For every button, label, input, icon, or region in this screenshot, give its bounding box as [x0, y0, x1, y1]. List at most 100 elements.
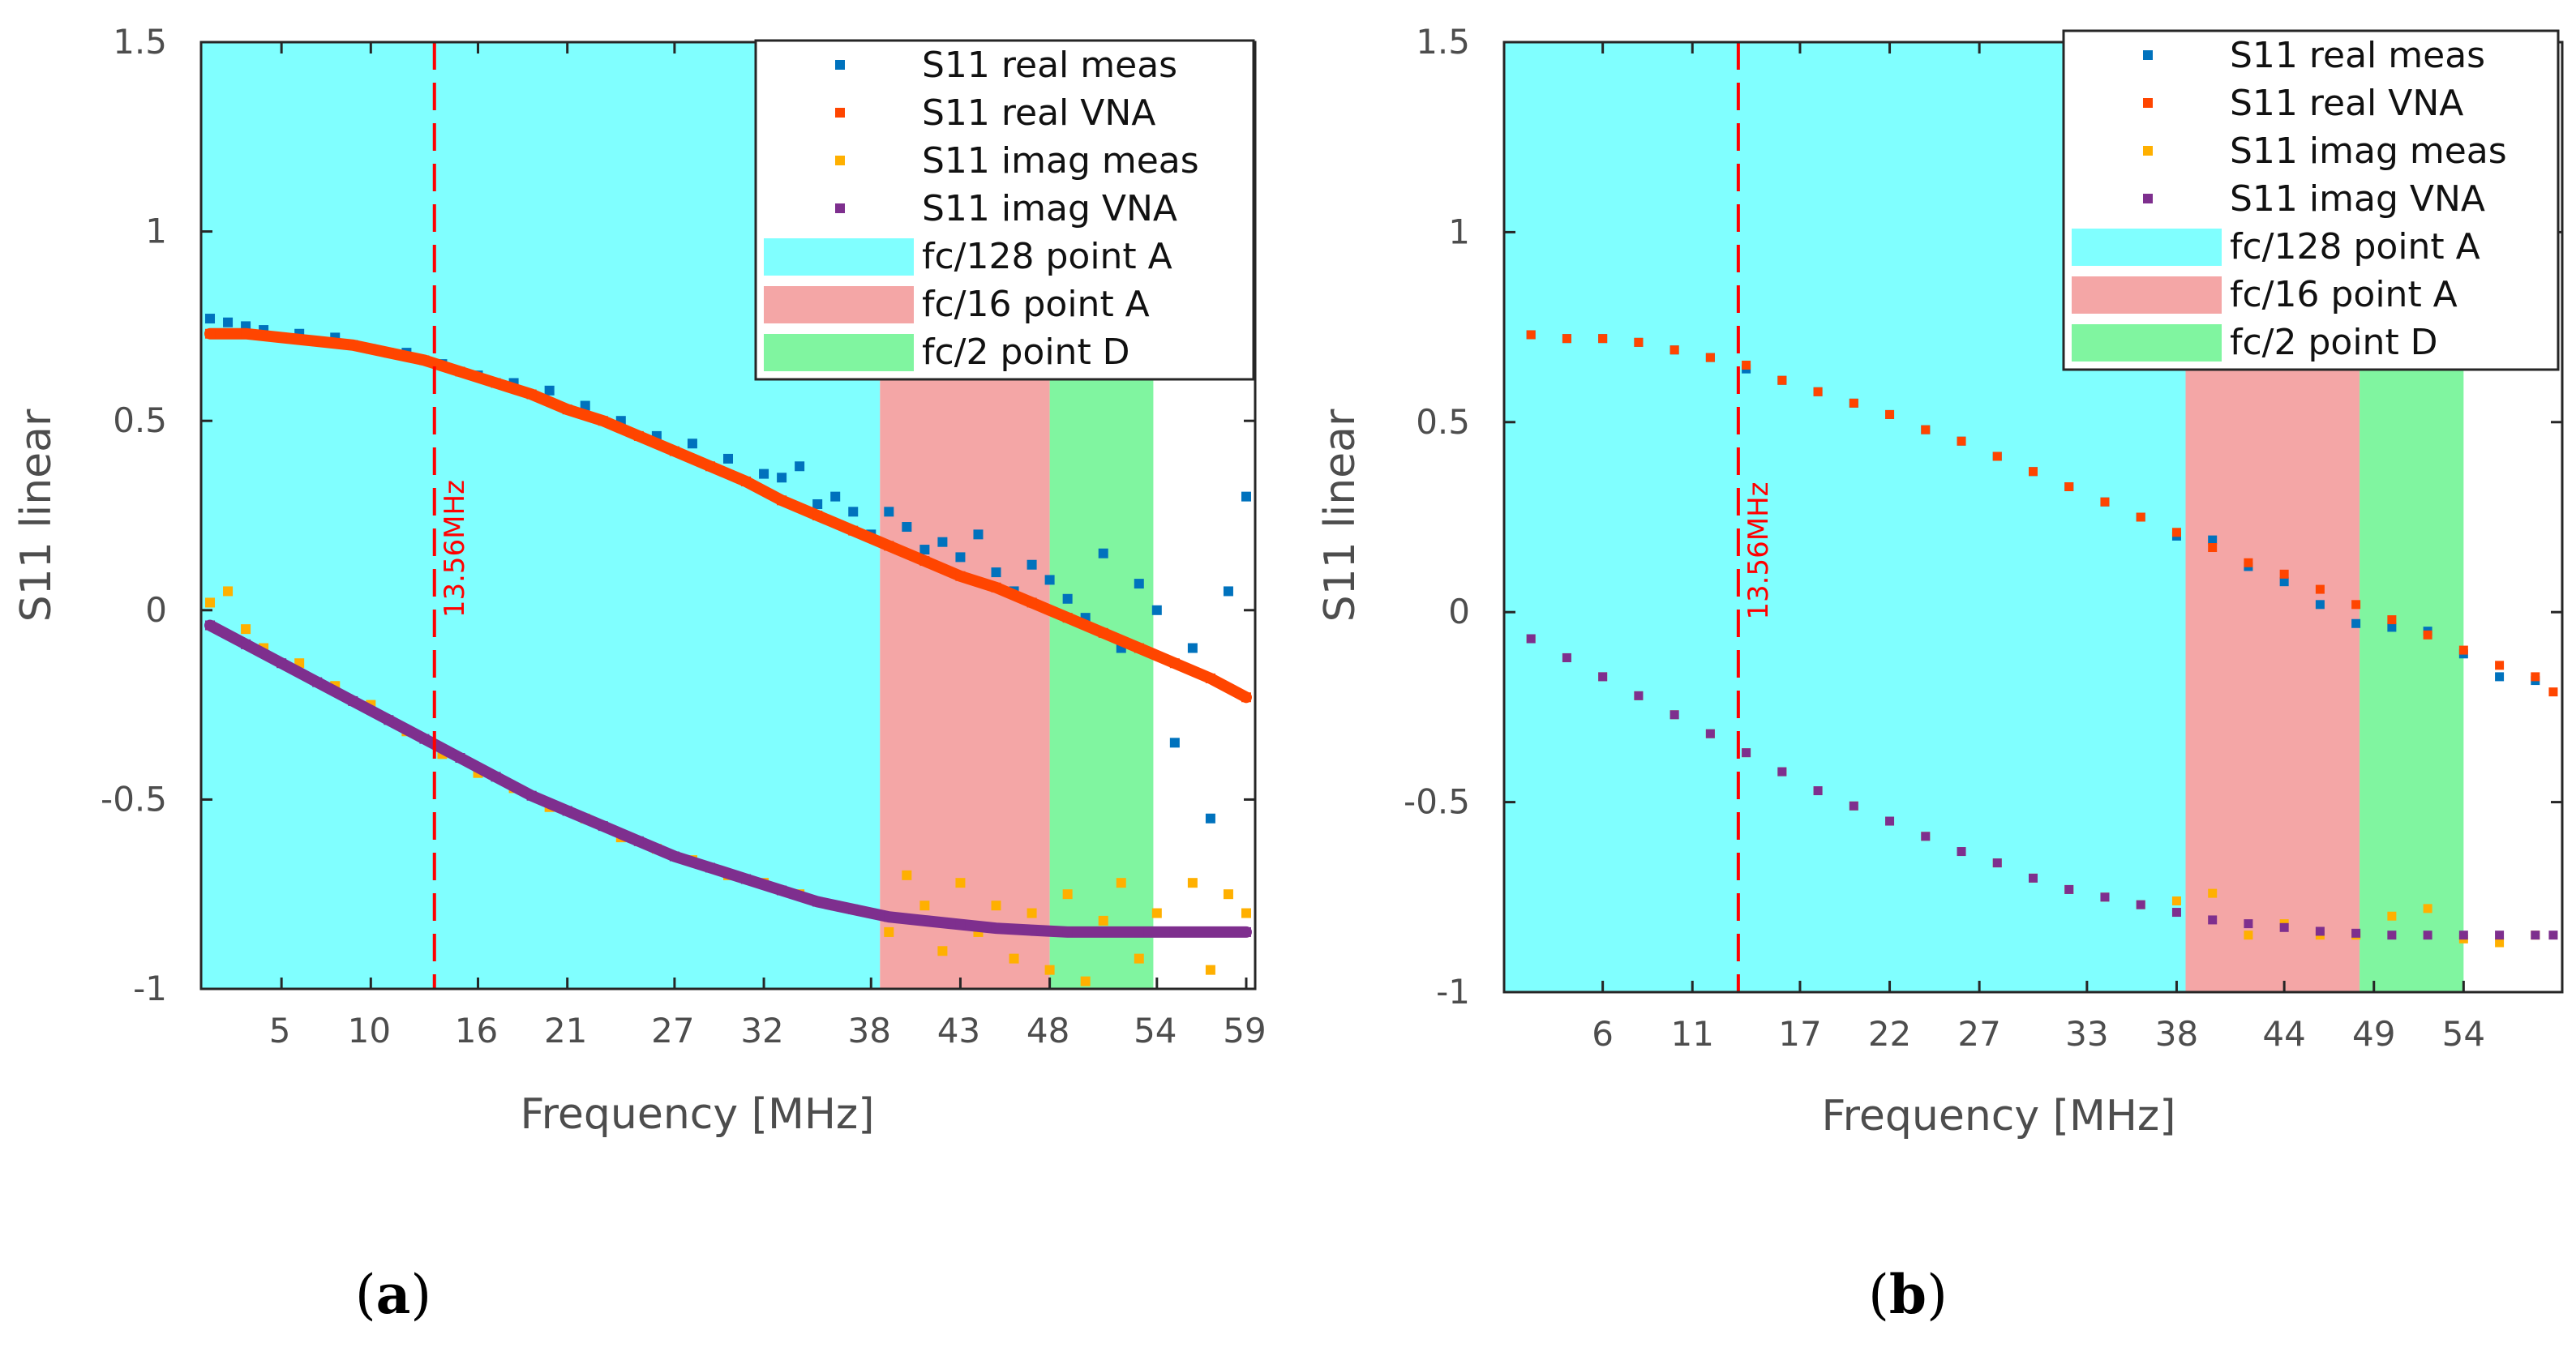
panel-a-point — [205, 620, 216, 631]
panel-a-ytick-label: 0.5 — [113, 400, 167, 440]
panel-a-point — [241, 624, 251, 635]
panel-a-point — [777, 495, 787, 506]
panel-a-legend-patch — [764, 286, 914, 323]
panel-b-point — [2029, 467, 2038, 477]
panel-a-point — [276, 658, 287, 669]
panel-a-point — [919, 901, 930, 911]
panel-a-point — [1223, 889, 1233, 900]
panel-a-point — [741, 874, 752, 884]
panel-b-point — [2458, 645, 2468, 655]
panel-b-axes-frame — [1502, 41, 2564, 994]
panel-a-point — [919, 545, 930, 555]
panel-a-xtick-label: 5 — [269, 1011, 291, 1050]
panel-b-point — [2244, 558, 2253, 567]
panel-a-point — [1134, 579, 1144, 589]
panel-b-point — [1705, 729, 1715, 738]
panel-a-caption-open: ( — [355, 1264, 376, 1326]
panel-a-legend-marker — [835, 108, 845, 118]
panel-a-point — [919, 556, 930, 567]
panel-b-legend-label: fc/128 point A — [2230, 226, 2480, 267]
panel-b-point — [1813, 387, 1823, 396]
panel-a-xtick-label: 16 — [455, 1011, 498, 1050]
panel-a-point — [777, 473, 787, 483]
panel-a-point — [598, 821, 608, 832]
panel-a-point — [1169, 926, 1180, 937]
panel-a-point — [419, 355, 430, 366]
panel-b-legend-patch — [2072, 324, 2222, 362]
panel-a-point — [669, 851, 679, 862]
panel-b-legend-label: fc/16 point A — [2230, 274, 2458, 315]
panel-a-legend-patch — [764, 334, 914, 371]
panel-b-point — [2279, 577, 2289, 587]
panel-b-point — [2387, 911, 2397, 921]
panel-a-legend-marker — [835, 156, 845, 165]
panel-a-point — [1205, 926, 1215, 937]
panel-a-point — [812, 498, 823, 509]
panel-b-point — [2423, 931, 2432, 940]
panel-a-series-s11-imag-vna — [204, 619, 1252, 938]
panel-b-point — [2064, 884, 2074, 894]
panel-a-point — [937, 946, 948, 956]
panel-b-xtick-label: 22 — [1868, 1014, 1911, 1054]
panel-b-point — [2171, 528, 2181, 537]
panel-a-point — [777, 885, 787, 896]
panel-b-point — [2351, 618, 2361, 628]
panel-b-point — [2495, 661, 2505, 670]
panel-a-xtick-label: 54 — [1134, 1011, 1177, 1050]
panel-a-point — [1062, 613, 1073, 623]
panel-b-point — [1849, 801, 1858, 811]
panel-b-point — [2387, 623, 2397, 632]
panel-a-point — [830, 491, 841, 502]
panel-a-vna-trace — [204, 327, 1252, 704]
panel-a-point — [812, 511, 823, 520]
panel-b-point — [2423, 630, 2432, 640]
panel-a-point — [455, 366, 465, 377]
panel-a-point — [562, 806, 572, 816]
panel-b-point — [2100, 892, 2110, 902]
panel-a-point — [1098, 915, 1108, 926]
panel-b-point — [2244, 919, 2253, 929]
panel-a-point — [1151, 605, 1162, 615]
panel-b-xtick-label: 44 — [2262, 1014, 2305, 1054]
panel-b-point — [1992, 451, 2002, 461]
panel-b-point — [2423, 904, 2432, 913]
panel-b-point — [2495, 931, 2505, 940]
panel-b-marker-label: 13.56MHz — [1742, 481, 1775, 619]
panel-a-point — [276, 332, 287, 343]
panel-a-vna-trace — [204, 619, 1252, 938]
panel-b-xtick-label: 49 — [2352, 1014, 2395, 1054]
panel-a-legend-label: fc/128 point A — [922, 236, 1172, 277]
panel-b-point — [2315, 584, 2325, 594]
panel-a-point — [1241, 692, 1251, 703]
panel-a-point — [884, 912, 894, 922]
panel-a-ytick-label: 1 — [145, 212, 167, 251]
panel-b-point — [2531, 672, 2540, 682]
panel-a-point — [1134, 643, 1144, 653]
panel-a-point — [633, 836, 644, 846]
panel-a-point — [1205, 673, 1215, 683]
panel-a-legend-patch — [764, 238, 914, 276]
panel-b-ytick-label: 0.5 — [1416, 402, 1470, 442]
panel-b-xtick-label: 54 — [2442, 1014, 2485, 1054]
panel-b-point — [2171, 908, 2181, 918]
panel-b-point — [1598, 334, 1608, 344]
panel-a-xlabel: Frequency [MHz] — [521, 1090, 875, 1139]
panel-b-point — [2531, 931, 2540, 940]
panel-a-point — [1044, 575, 1055, 585]
panel-a-point — [705, 862, 715, 873]
panel-b-point — [1921, 425, 1931, 434]
panel-a-point — [526, 790, 537, 801]
panel-b-ytick-label: 1.5 — [1416, 22, 1470, 62]
panel-a-legend-marker — [835, 203, 845, 213]
panel-a-point — [241, 328, 251, 339]
panel-a-ytick-label: -0.5 — [101, 779, 167, 819]
panel-b-series-s11-real-vna — [1526, 330, 2558, 697]
panel-b-xtick-label: 17 — [1778, 1014, 1821, 1054]
panel-a-point — [848, 904, 859, 914]
panel-a-point — [562, 404, 572, 415]
panel-b-point — [1562, 652, 1571, 662]
panel-b-xtick-label: 27 — [1957, 1014, 2000, 1054]
panel-a-point — [205, 314, 216, 324]
panel-a-point — [884, 926, 894, 937]
panel-b-legend-label: fc/2 point D — [2230, 322, 2438, 363]
